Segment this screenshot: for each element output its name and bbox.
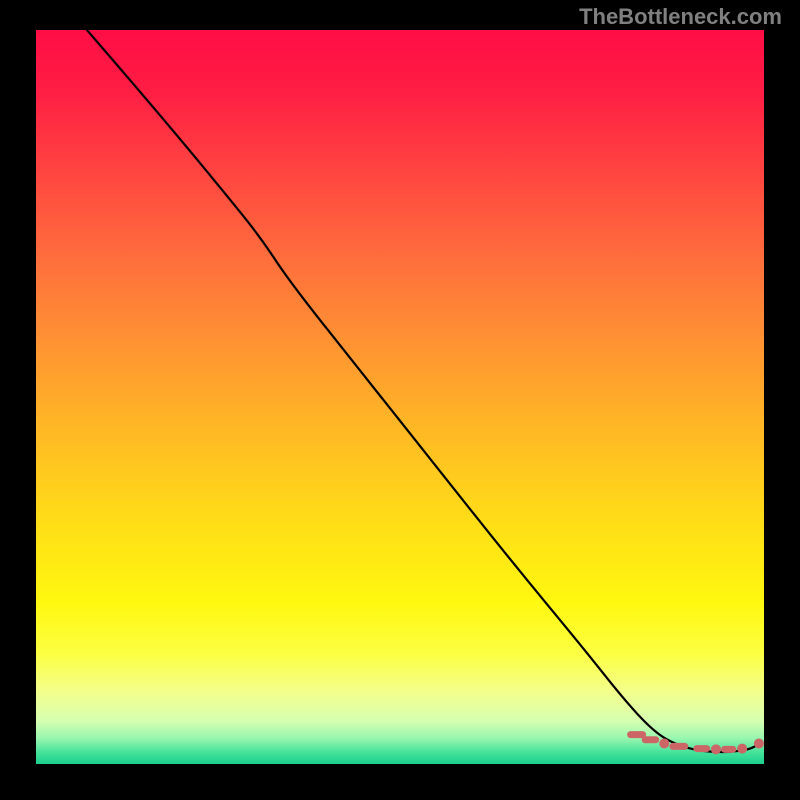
chart-stage: TheBottleneck.com	[0, 0, 800, 800]
bottleneck-curve	[87, 30, 759, 752]
plot-area	[36, 30, 764, 764]
marker-dot	[737, 744, 747, 754]
marker-dash	[669, 743, 688, 750]
marker-dash	[721, 746, 736, 753]
marker-dot	[754, 738, 764, 748]
curve-layer	[36, 30, 764, 764]
watermark-label: TheBottleneck.com	[579, 4, 782, 30]
marker-dash	[642, 736, 659, 743]
marker-dot	[711, 744, 721, 754]
marker-dash	[693, 745, 710, 752]
marker-dot	[659, 738, 669, 748]
bottom-marker-band	[627, 731, 764, 754]
